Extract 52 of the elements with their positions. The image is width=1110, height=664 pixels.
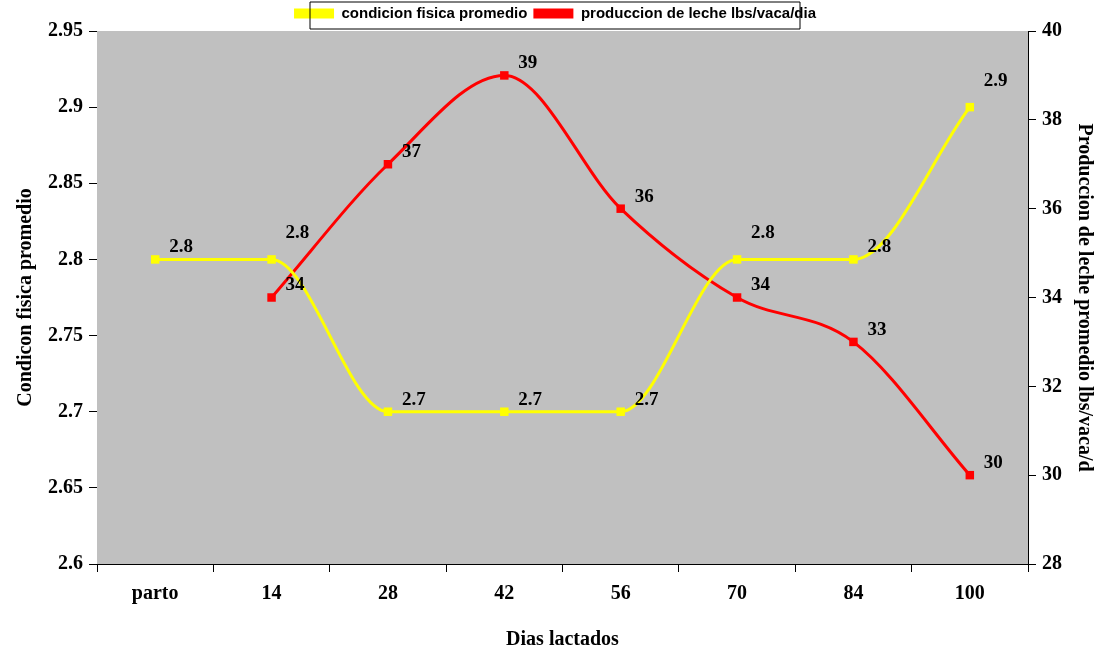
data-label: 34 — [751, 273, 771, 295]
data-label: 39 — [518, 51, 538, 73]
data-label: 2.8 — [751, 221, 775, 243]
x-tick-label: parto — [131, 581, 179, 605]
point — [150, 255, 160, 264]
y2-axis-title: Produccion de leche promedio lbs/vaca/d — [1073, 123, 1097, 472]
y-axis-title: Condicon fisica promedio — [13, 188, 37, 407]
point — [616, 407, 625, 416]
point — [500, 71, 509, 80]
point — [267, 293, 276, 302]
x-tick-label: 28 — [377, 581, 398, 604]
data-label: 33 — [867, 317, 887, 339]
data-label: 30 — [983, 451, 1003, 473]
data-label: 37 — [401, 140, 422, 162]
y2-tick-label: 40 — [1042, 18, 1062, 41]
point — [267, 255, 276, 264]
y2-tick-label: 32 — [1042, 373, 1062, 396]
x-tick-label: 14 — [261, 581, 282, 604]
x-tick-label: 42 — [494, 581, 515, 604]
y2-tick-label: 38 — [1042, 107, 1062, 130]
data-label: 2.8 — [285, 221, 310, 243]
point — [849, 337, 858, 347]
data-label: 36 — [634, 184, 654, 206]
point — [500, 407, 509, 416]
data-label: 2.9 — [983, 69, 1008, 91]
point — [383, 407, 393, 416]
y-tick-label: 2.75 — [48, 322, 83, 345]
point — [616, 204, 625, 213]
y-tick-label: 2.85 — [48, 170, 83, 193]
legend-label: produccion de leche lbs/vaca/dia — [580, 3, 817, 21]
y2-tick-label: 30 — [1042, 462, 1062, 485]
legend-label: condicion fisica promedio — [341, 3, 528, 21]
point — [849, 255, 858, 264]
y-tick-label: 2.65 — [48, 475, 83, 498]
y2-tick-label: 28 — [1042, 551, 1062, 574]
y-tick-label: 2.8 — [58, 246, 83, 269]
data-label: 2.7 — [518, 387, 543, 409]
y-tick-label: 2.9 — [58, 94, 83, 117]
x-tick-label: 56 — [610, 581, 631, 604]
y2-tick-label: 36 — [1042, 195, 1062, 218]
y-tick-label: 2.7 — [58, 398, 83, 421]
x-tick-label: 70 — [727, 581, 748, 604]
x-axis-title: Dias lactados — [506, 627, 620, 650]
data-label: 2.7 — [401, 387, 427, 409]
x-tick-label: 84 — [843, 581, 864, 604]
data-label: 2.8 — [169, 235, 193, 257]
point — [732, 293, 742, 302]
y-tick-label: 2.95 — [48, 18, 83, 41]
x-tick-label: 100 — [954, 581, 985, 604]
y-tick-label: 2.6 — [58, 551, 83, 574]
y2-tick-label: 34 — [1042, 284, 1062, 307]
point — [732, 255, 742, 264]
